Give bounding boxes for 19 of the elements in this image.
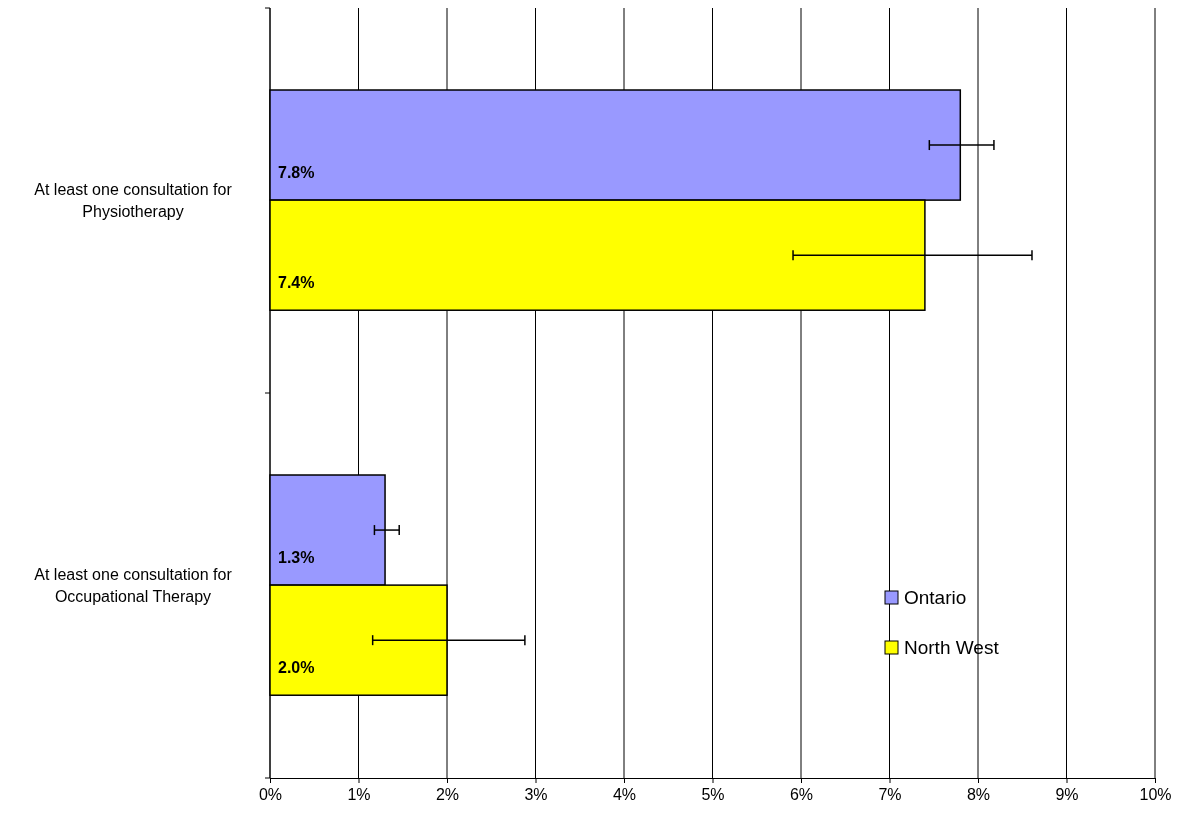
y-tick-label: At least one consultation for Occupational Therapy bbox=[34, 565, 233, 605]
y-tick-label: At least one consultation for Physiotherapy bbox=[34, 180, 233, 220]
x-tick-label: 4% bbox=[612, 786, 637, 804]
data-label: 1.3% bbox=[278, 549, 315, 567]
data-label: 2.0% bbox=[278, 659, 315, 677]
x-tick-label: 0% bbox=[258, 786, 283, 804]
x-tick-label: 6% bbox=[789, 786, 814, 804]
data-label: 7.8% bbox=[278, 164, 315, 182]
x-tick-label: 5% bbox=[701, 786, 725, 804]
x-tick-label: 3% bbox=[524, 786, 548, 804]
data-label: 7.4% bbox=[278, 274, 315, 292]
legend-label: North West bbox=[904, 637, 1000, 658]
x-tick-label: 2% bbox=[435, 786, 460, 804]
x-tick-label: 9% bbox=[1055, 786, 1079, 804]
x-tick-label: 10% bbox=[1139, 786, 1172, 804]
x-tick-label: 1% bbox=[347, 786, 371, 804]
legend-label: Ontario bbox=[904, 587, 967, 608]
x-tick-label: 8% bbox=[966, 786, 991, 804]
x-tick-label: 7% bbox=[878, 786, 902, 804]
